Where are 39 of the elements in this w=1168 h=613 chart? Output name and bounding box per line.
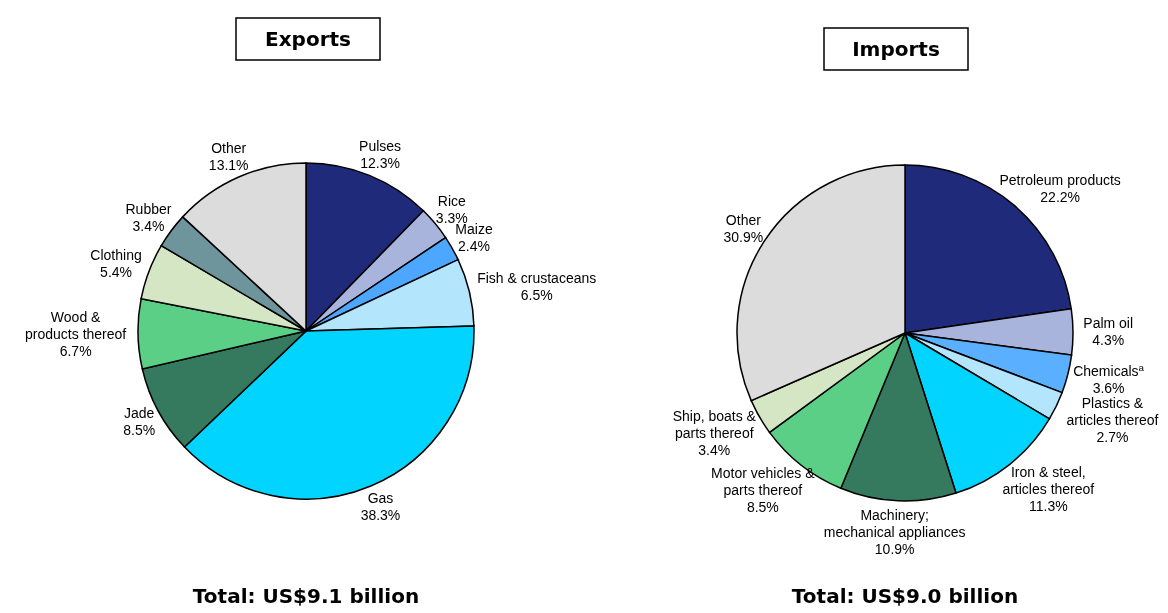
text: Total: US$9.1 billion (192, 584, 420, 608)
slice-label: Wood & products thereof (25, 309, 127, 343)
data-label: 2.4% (458, 237, 491, 254)
slice-label: Plastics & articles thereof (1066, 394, 1159, 428)
data-label: 10.9% (874, 540, 915, 557)
slice-label: Gas (367, 490, 394, 507)
data-label: 11.3% (1028, 497, 1068, 514)
slice-label: Ship, boats & parts thereof (672, 407, 757, 441)
text: Total: US$9.0 billion (791, 584, 1019, 608)
slice-label: Iron & steel, articles thereof (1002, 463, 1095, 497)
data-label: 3.6% (1092, 380, 1125, 397)
chart-title: Imports (852, 37, 940, 61)
slice-label: Rice (437, 192, 467, 209)
slice-label: Palm oil (1083, 315, 1134, 332)
data-label: 8.5% (123, 422, 156, 439)
data-label: 4.3% (1092, 332, 1125, 349)
slice-label: Machinery; mechanical appliances (823, 506, 966, 540)
slice-label: Rubber (125, 200, 172, 217)
data-label: 6.5% (520, 287, 553, 304)
slice-label: Fish & crustaceans (477, 270, 597, 287)
slice-label: Clothing (90, 246, 142, 263)
data-label: 22.2% (1040, 189, 1081, 206)
data-label: 12.3% (360, 155, 400, 172)
data-label: 3.4% (698, 441, 731, 458)
data-label: 30.9% (723, 229, 764, 246)
data-label: 2.7% (1096, 428, 1129, 445)
chart-title: Exports (265, 27, 351, 51)
slice-label: Chemicals$^{a}$ (1073, 361, 1145, 380)
data-label: 13.1% (208, 156, 249, 173)
data-label: 6.7% (59, 343, 92, 360)
slice-label: Petroleum products (999, 172, 1121, 189)
data-label: 5.4% (100, 263, 133, 280)
slice-label: Other (211, 139, 247, 156)
slice-label: Pulses (359, 138, 402, 155)
data-label: 8.5% (746, 498, 779, 515)
slice-label: Jade (124, 405, 155, 422)
data-label: 38.3% (360, 507, 401, 524)
data-label: 3.4% (132, 217, 165, 234)
slice-label: Other (725, 212, 762, 229)
